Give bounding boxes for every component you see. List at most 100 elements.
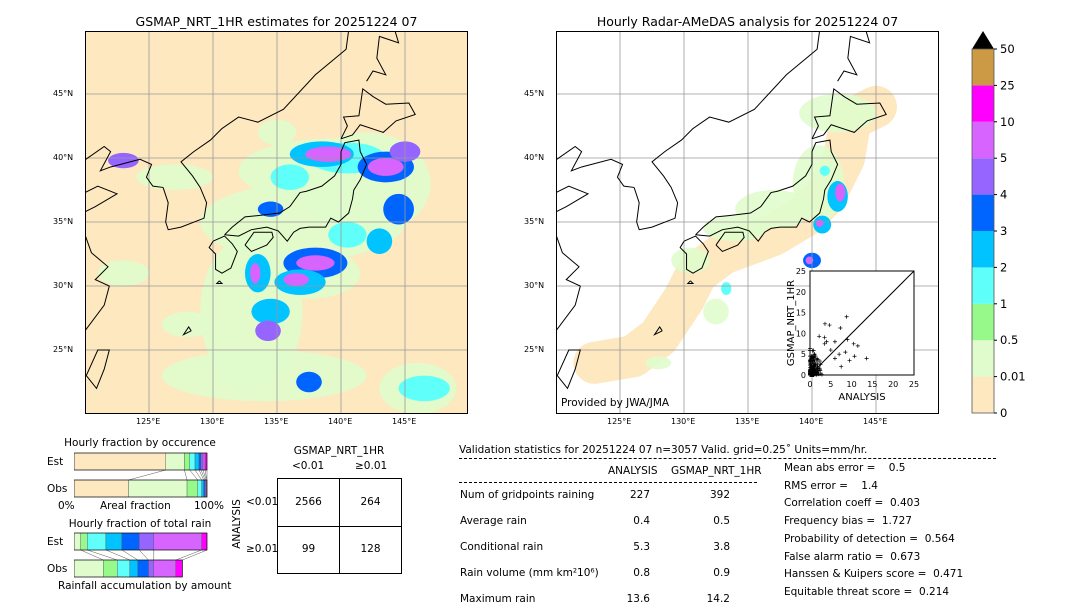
est-bar-segment (153, 532, 202, 551)
rain-area (161, 350, 367, 402)
coastline (85, 234, 110, 332)
coastline (215, 280, 224, 284)
obs-bar-segment (153, 559, 176, 578)
connector-line (87, 549, 118, 561)
cell-hit-none: 2566 (295, 496, 322, 508)
scatter-point (822, 335, 827, 340)
colorbar-label: 0.5 (1000, 333, 1018, 347)
scatter-point (851, 341, 856, 346)
coastline (695, 139, 839, 243)
scatter-point (839, 364, 844, 369)
obs-bar-segment (129, 559, 139, 578)
coastline (85, 145, 164, 188)
stats-row-label: Num of gridpoints raining (460, 489, 595, 501)
est-bar-segment (165, 452, 185, 471)
est-bar-segment (184, 452, 190, 471)
colorbar-segment (972, 158, 994, 195)
occ-axis-left: 0% (58, 500, 75, 512)
stats-row-analysis: 5.3 (633, 541, 650, 553)
scatter-point (837, 352, 842, 357)
rain-cell (328, 222, 367, 248)
rain-area (671, 247, 710, 274)
stats-col-analysis: ANALYSIS (608, 465, 658, 477)
colorbar-label: 0.01 (1000, 370, 1026, 384)
colorbar-label: 25 (1000, 78, 1015, 92)
scatter-point (810, 372, 815, 377)
coastline (340, 87, 416, 140)
coastline (85, 349, 110, 390)
scatter-point (824, 339, 829, 344)
colorbar-label: 2 (1000, 260, 1007, 274)
coastline (366, 31, 400, 82)
colorbar-segment (972, 376, 994, 413)
est-bar-segment (80, 532, 88, 551)
scatter-point (822, 321, 827, 326)
coastline (85, 185, 119, 213)
obs-bar-segment (128, 479, 188, 498)
scatter-point (817, 359, 822, 364)
lon-tick-label: 125°E (136, 417, 161, 426)
colorbar-label: 4 (1000, 188, 1007, 202)
stats-score: Mean abs error = 0.5 (784, 462, 906, 474)
scatter-point (838, 325, 843, 330)
scatter-point (847, 358, 852, 363)
obs-bar-segment (186, 479, 198, 498)
obs-bar-segment (175, 559, 183, 578)
scatter-xlabel: ANALYSIS (838, 392, 885, 403)
contingency-row-title: ANALYSIS (230, 499, 243, 549)
rain-cell (398, 375, 450, 402)
colorbar-segment (972, 267, 994, 304)
scatter-point (811, 365, 816, 370)
colorbar-label: 0 (1000, 406, 1007, 420)
stats-score: Probability of detection = 0.564 (784, 532, 955, 545)
rain-area (97, 260, 149, 286)
colorbar-extend-arrow (972, 31, 994, 49)
scatter-point (818, 362, 823, 367)
scatter-xtick: 15 (867, 380, 877, 389)
est-bar-segment (87, 532, 107, 551)
est-bar-segment (189, 452, 196, 471)
stats-col-gsmap: GSMAP_NRT_1HR (671, 465, 762, 477)
est-bar-segment (198, 452, 202, 471)
scatter-point (855, 343, 860, 348)
coastline (208, 235, 238, 274)
obs-bar-segment (74, 559, 104, 578)
rain-cell (296, 255, 335, 271)
stats-row-label: Average rain (460, 515, 527, 527)
stats-score: Hanssen & Kuipers score = 0.471 (784, 568, 964, 581)
rain-cell (305, 146, 352, 162)
left-map (85, 31, 468, 414)
lat-tick-label: 25°N (524, 345, 545, 354)
scatter-xtick: 0 (807, 380, 812, 389)
stats-header: Validation statistics for 20251224 07 n=… (459, 444, 868, 456)
rain-cell (366, 228, 393, 254)
occ-obs-label: Obs (47, 483, 68, 495)
obs-bar-segment (117, 559, 131, 578)
coastline (244, 231, 274, 253)
colorbar-label: 10 (1000, 115, 1015, 129)
stats-row-gsmap: 0.9 (713, 567, 730, 579)
est-bar-segment (121, 532, 140, 551)
occurrence-title: Hourly fraction by occurence (64, 437, 216, 449)
stats-score: RMS error = 1.4 (784, 479, 878, 492)
est-bar-segment (105, 532, 123, 551)
tr-obs-label: Obs (47, 563, 68, 575)
scatter-point (845, 337, 850, 342)
est-bar-segment (74, 532, 81, 551)
scatter-ylabel: GSMAP_NRT_1HR (786, 280, 797, 366)
coastline (556, 145, 635, 188)
scatter-point (808, 348, 813, 353)
map-frame (556, 31, 939, 414)
stats-score: False alarm ratio = 0.673 (784, 550, 921, 563)
rain-cell (819, 165, 830, 176)
scatter-point (828, 348, 833, 353)
occ-axis-right: 100% (194, 500, 225, 512)
connector-line (200, 469, 206, 481)
scatter-point (819, 372, 824, 377)
est-bar-segment (138, 532, 154, 551)
scatter-point (813, 363, 818, 368)
connector-line (202, 469, 207, 481)
lon-tick-label: 135°E (264, 417, 289, 426)
scatter-ytick: 10 (796, 329, 806, 338)
